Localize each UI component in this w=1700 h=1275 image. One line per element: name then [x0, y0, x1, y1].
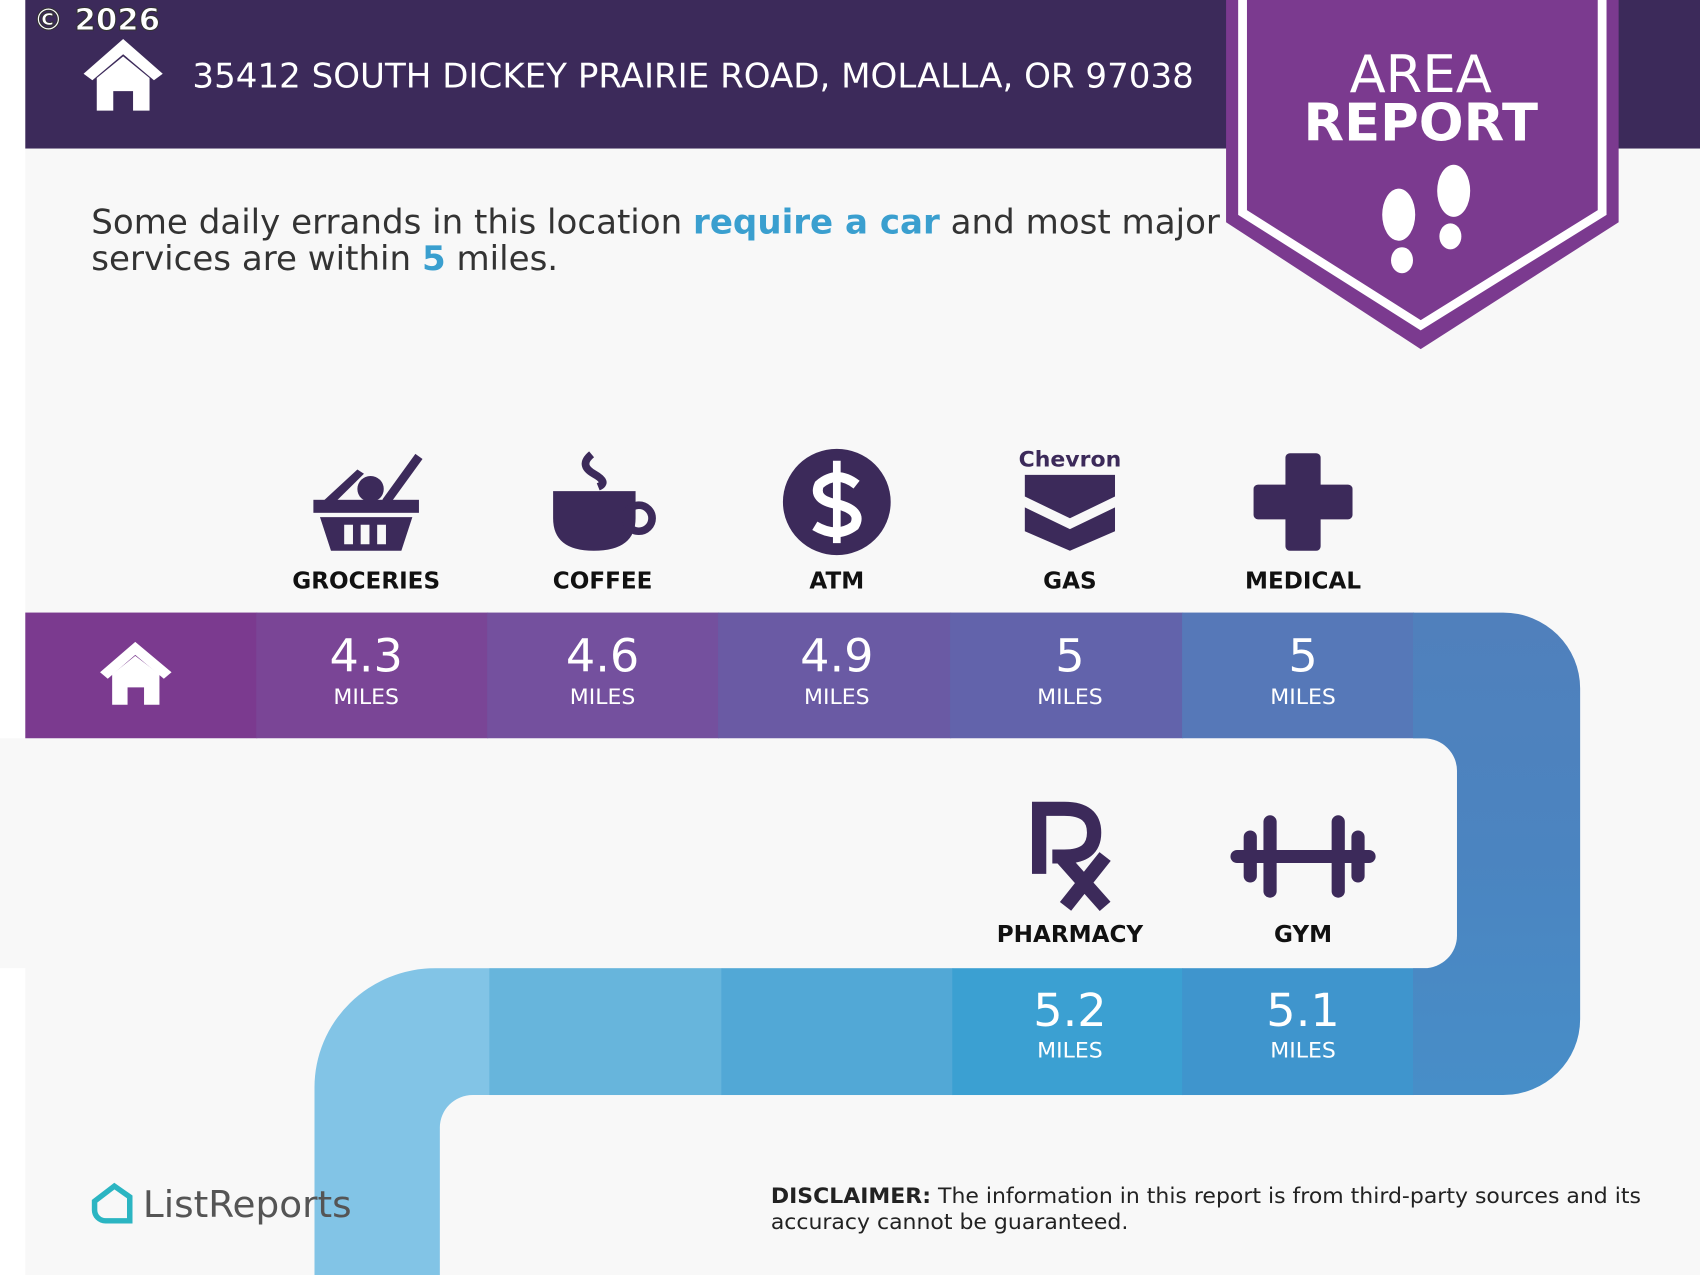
disclaimer-text: accuracy cannot be guaranteed.: [771, 1210, 1129, 1235]
amenity-label: COFFEE: [553, 569, 653, 595]
logo-text: ListReports: [143, 1183, 352, 1226]
shape: [1331, 815, 1345, 898]
brand-text: Chevron: [1019, 448, 1122, 473]
route-cell: [950, 612, 1184, 739]
route-turn: [1413, 612, 1581, 1096]
distance-unit: MILES: [1270, 1039, 1336, 1064]
summary-line: services are within 5 miles.: [91, 239, 558, 278]
shape: [313, 499, 419, 513]
distance-value: 5.1: [1266, 983, 1339, 1037]
amenity-label: GYM: [1274, 922, 1332, 948]
distance-value: 4.9: [800, 629, 873, 683]
summary-line: Some daily errands in this location requ…: [91, 202, 1220, 241]
summary-text: and most major: [940, 202, 1220, 241]
disclaimer: DISCLAIMER: The information in this repo…: [771, 1184, 1641, 1209]
shape: [1243, 830, 1257, 883]
route-cell: [1182, 968, 1415, 1096]
logo: ListReports: [91, 1182, 352, 1226]
route-cell: [1182, 612, 1415, 739]
amenity-icon: [313, 453, 423, 551]
route-cell: [952, 968, 1184, 1096]
shape: [322, 469, 364, 502]
route-gap: [0, 738, 1457, 969]
address: 35412 SOUTH DICKEY PRAIRIE ROAD, MOLALLA…: [192, 57, 1193, 96]
distance-unit: MILES: [804, 685, 870, 710]
footprints-icon: [1382, 164, 1471, 274]
route-cell: [487, 612, 720, 739]
badge: AREA REPORT: [1226, 0, 1619, 350]
distance-value: 5: [1288, 629, 1317, 683]
copyright: © 2026: [33, 3, 160, 38]
badge-line: AREA: [1350, 44, 1492, 105]
distance-unit: MILES: [570, 685, 636, 710]
shape: [1253, 484, 1353, 520]
distance-unit: MILES: [1037, 685, 1103, 710]
amenity-label: GAS: [1043, 569, 1096, 595]
route-cell: [721, 968, 954, 1096]
shape: [1031, 801, 1102, 874]
shape: [377, 524, 386, 545]
distance-unit: MILES: [333, 685, 399, 710]
shape: [1053, 849, 1111, 912]
shape: [553, 491, 636, 551]
route-cell: [718, 612, 952, 739]
shape: [357, 475, 384, 502]
logo-icon: [91, 1182, 133, 1224]
shape: [1351, 830, 1365, 883]
shape: [1263, 815, 1277, 898]
summary-text: Some daily errands in this location: [91, 202, 693, 241]
amenity-icon: [1230, 815, 1376, 898]
summary-highlight: 5: [422, 239, 446, 278]
amenity-label: GROCERIES: [292, 569, 440, 595]
home-icon: [100, 641, 172, 705]
distance-unit: MILES: [1270, 685, 1336, 710]
amenity-label: PHARMACY: [997, 922, 1144, 948]
amenity-icon: [782, 448, 891, 556]
amenity-icon: [553, 451, 656, 551]
distance-value: 5.2: [1033, 983, 1106, 1037]
amenity-label: ATM: [809, 569, 864, 595]
disclaimer-label: DISCLAIMER:: [771, 1184, 931, 1209]
disclaimer-text: The information in this report is from t…: [931, 1184, 1641, 1209]
amenity-label: MEDICAL: [1245, 569, 1361, 595]
distance-unit: MILES: [1037, 1039, 1103, 1064]
route-cell: [256, 612, 489, 739]
shape: [621, 501, 656, 536]
badge-line: REPORT: [1303, 93, 1538, 154]
route: [0, 612, 1581, 1275]
shape: [1024, 474, 1116, 519]
distance-value: 4.3: [329, 629, 402, 683]
shape: [581, 451, 607, 491]
summary-text: miles.: [446, 239, 558, 278]
shape: [360, 524, 370, 545]
amenity-icon: [1031, 801, 1111, 912]
distance-value: 5: [1055, 629, 1084, 683]
shape: [344, 524, 353, 545]
summary-text: services are within: [91, 239, 422, 278]
amenity-icon: [1253, 453, 1353, 551]
summary-highlight: require a car: [693, 202, 940, 241]
shape: [382, 453, 423, 505]
route-cell: [489, 968, 723, 1096]
distance-value: 4.6: [566, 629, 639, 683]
house-icon: [83, 39, 163, 111]
